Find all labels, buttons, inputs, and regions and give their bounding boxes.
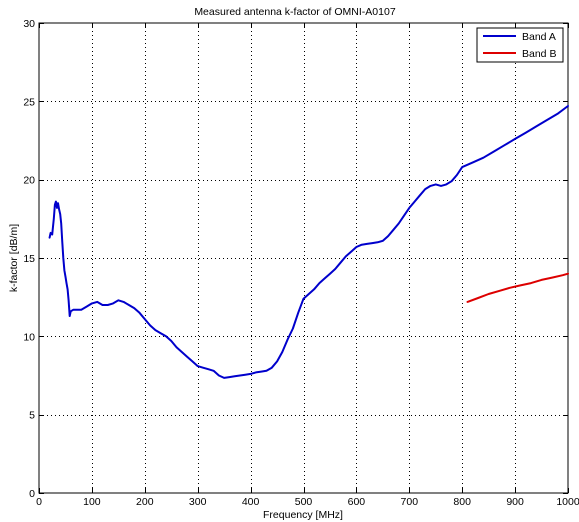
x-tick-label: 600 bbox=[348, 496, 366, 508]
legend-box bbox=[476, 27, 564, 63]
y-tick-label: 15 bbox=[23, 253, 35, 265]
y-tick-label: 5 bbox=[29, 410, 35, 422]
x-tick-label: 100 bbox=[83, 496, 101, 508]
x-tick-label: 200 bbox=[136, 496, 154, 508]
tick-layer: 0 100 200 300 400 500 600 700 800 900 1000 0 5 10 15 20… bbox=[23, 18, 579, 508]
y-tick-label: 25 bbox=[23, 96, 35, 108]
x-tick-label: 1000 bbox=[556, 496, 579, 508]
x-tick-label: 0 bbox=[36, 496, 42, 508]
chart-title: Measured antenna k-factor of OMNI-A0107 bbox=[194, 6, 396, 18]
x-tick-label: 500 bbox=[295, 496, 313, 508]
grid-layer bbox=[39, 23, 568, 493]
legend-label-band-b: Band B bbox=[522, 48, 556, 60]
series-layer bbox=[48, 105, 569, 379]
x-tick-label: 400 bbox=[242, 496, 260, 508]
x-axis-label: Frequency [MHz] bbox=[263, 509, 343, 521]
y-tick-label: 20 bbox=[23, 175, 35, 187]
x-tick-label: 900 bbox=[506, 496, 524, 508]
legend-label-band-a: Band A bbox=[522, 31, 556, 43]
y-tick-label: 10 bbox=[23, 331, 35, 343]
chart-legend: Band A Band B bbox=[476, 27, 564, 63]
y-tick-label: 30 bbox=[23, 18, 35, 30]
y-axis-label: k-factor [dB/m] bbox=[8, 224, 20, 292]
series-line-band-a bbox=[48, 105, 569, 379]
series-line-band-b bbox=[466, 272, 569, 303]
x-tick-label: 800 bbox=[453, 496, 471, 508]
y-tick-label: 0 bbox=[29, 488, 35, 500]
x-tick-label: 700 bbox=[401, 496, 419, 508]
x-tick-label: 300 bbox=[189, 496, 207, 508]
